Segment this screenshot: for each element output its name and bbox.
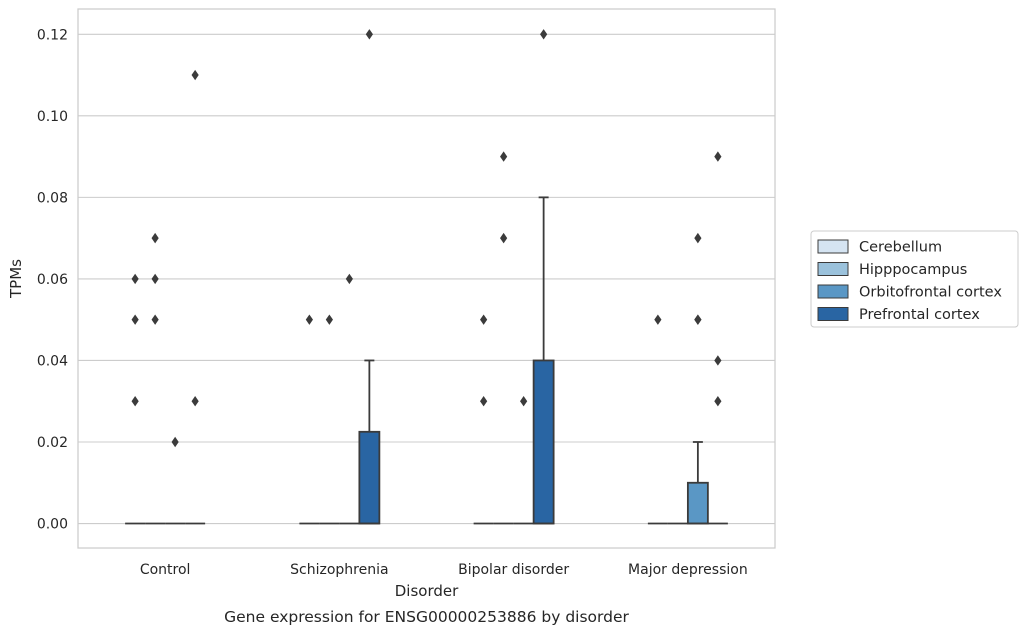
outlier-point bbox=[714, 355, 722, 366]
box-3-0 bbox=[647, 314, 668, 525]
x-tick-label: Major depression bbox=[628, 562, 748, 578]
y-tick-label: 0.10 bbox=[37, 109, 68, 125]
outlier-point bbox=[151, 314, 159, 325]
outlier-point bbox=[191, 396, 199, 407]
box-2-2 bbox=[513, 396, 534, 525]
y-tick-labels: 0.00 0.02 0.04 0.06 0.08 0.10 0.12 bbox=[37, 27, 68, 532]
y-tick-label: 0.02 bbox=[37, 435, 68, 451]
legend-box bbox=[810, 230, 1019, 328]
outlier-point bbox=[325, 314, 333, 325]
box-2-3 bbox=[532, 29, 555, 525]
outlier-point bbox=[191, 69, 199, 81]
box-body bbox=[686, 481, 709, 525]
outlier-point bbox=[500, 151, 508, 162]
outlier-point bbox=[500, 232, 508, 244]
legend-swatch bbox=[817, 307, 849, 321]
outlier-point bbox=[520, 396, 528, 407]
outlier-point bbox=[540, 29, 548, 40]
box-0-2 bbox=[165, 436, 186, 525]
outlier-point bbox=[694, 314, 702, 325]
legend-swatch bbox=[817, 262, 849, 276]
y-tick-label: 0.04 bbox=[37, 353, 68, 369]
x-tick-labels: Control Schizophrenia Bipolar disorder Majo… bbox=[140, 562, 748, 578]
box-0-3 bbox=[185, 69, 206, 525]
box-0-0 bbox=[125, 273, 146, 525]
box-body bbox=[358, 430, 381, 525]
box-3-2 bbox=[686, 232, 709, 525]
outlier-point bbox=[131, 273, 139, 285]
outlier-point bbox=[151, 232, 159, 244]
outlier-point bbox=[151, 273, 159, 285]
y-tick-label: 0.00 bbox=[37, 517, 68, 533]
outlier-point bbox=[131, 396, 139, 407]
y-axis-title: TPMs bbox=[7, 259, 25, 299]
outlier-point bbox=[714, 396, 722, 407]
outlier-point bbox=[131, 314, 139, 325]
legend-swatch bbox=[817, 284, 849, 299]
legend-label: Orbitofrontal cortex bbox=[859, 285, 1002, 301]
y-tick-label: 0.08 bbox=[37, 190, 68, 206]
box-2-0 bbox=[473, 314, 494, 525]
outlier-point bbox=[480, 314, 488, 325]
box-0-1 bbox=[145, 232, 166, 525]
x-tick-label: Control bbox=[140, 562, 191, 578]
outlier-point bbox=[171, 436, 179, 448]
x-axis-title: Disorder bbox=[395, 582, 459, 600]
box-2-1 bbox=[493, 151, 514, 525]
box-3-3 bbox=[707, 151, 728, 525]
legend-label: Cerebellum bbox=[859, 240, 942, 256]
outlier-point bbox=[694, 232, 702, 244]
outlier-point bbox=[714, 151, 722, 162]
y-tick-label: 0.12 bbox=[37, 27, 68, 43]
x-tick-label: Schizophrenia bbox=[290, 562, 388, 578]
outlier-point bbox=[480, 396, 488, 407]
outlier-point bbox=[654, 314, 662, 325]
box-1-2 bbox=[339, 273, 360, 525]
box-1-1 bbox=[319, 314, 340, 525]
chart-caption: Gene expression for ENSG00000253886 by d… bbox=[224, 608, 629, 626]
plot-frame bbox=[77, 8, 776, 549]
box-1-0 bbox=[299, 314, 320, 525]
outlier-point bbox=[305, 314, 313, 325]
box-body bbox=[532, 359, 555, 525]
legend-label: Prefrontal cortex bbox=[859, 307, 980, 323]
legend-label: Hipppocampus bbox=[859, 262, 967, 278]
y-tick-label: 0.06 bbox=[37, 272, 68, 288]
outlier-point bbox=[365, 29, 373, 40]
legend: Cerebellum Hipppocampus Orbitofrontal cort… bbox=[810, 230, 1019, 328]
legend-swatch bbox=[817, 239, 849, 254]
box-1-3 bbox=[358, 29, 381, 525]
outlier-point bbox=[345, 273, 353, 285]
x-tick-label: Bipolar disorder bbox=[458, 562, 569, 578]
box-groups bbox=[125, 29, 728, 525]
